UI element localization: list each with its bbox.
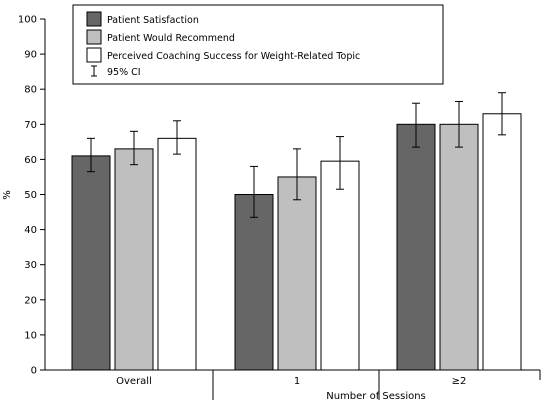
- y-tick-label: 80: [24, 85, 37, 96]
- y-tick-label: 70: [24, 120, 37, 131]
- x-tick-label-1: 1: [294, 376, 300, 387]
- legend-swatch-patient-would-recommend: [86, 29, 102, 45]
- bar-patient-satisfaction-ge2: [396, 123, 436, 371]
- legend-ci-icon: [91, 65, 97, 77]
- bar-patient-satisfaction-overall: [71, 155, 111, 371]
- bar-perceived-coaching-success-for-weight-related-topic-1: [320, 160, 360, 371]
- legend-label-patient-satisfaction: Patient Satisfaction: [107, 15, 199, 26]
- y-tick-label: 0: [31, 366, 37, 377]
- legend: Patient Satisfaction Patient Would Recom…: [72, 4, 444, 85]
- ci-patient-would-recommend-1: [293, 148, 301, 201]
- y-tick-label: 60: [24, 155, 37, 166]
- bar-patient-would-recommend-1: [277, 176, 317, 371]
- ci-patient-satisfaction-overall: [87, 137, 95, 173]
- y-tick-label: 20: [24, 295, 37, 306]
- legend-label-ci: 95% CI: [107, 67, 141, 78]
- legend-swatch-perceived-coaching-success: [86, 47, 102, 63]
- legend-box: [72, 4, 444, 85]
- legend-label-patient-would-recommend: Patient Would Recommend: [107, 33, 235, 44]
- x-axis-label: Number of Sessions: [326, 391, 426, 402]
- ci-perceived-coaching-success-for-weight-related-topic-overall: [173, 120, 181, 155]
- ci-perceived-coaching-success-for-weight-related-topic-ge2: [498, 92, 506, 136]
- x-tick-label-ge2: ≥2: [452, 376, 467, 387]
- bar-perceived-coaching-success-for-weight-related-topic-ge2: [482, 113, 522, 371]
- ci-patient-satisfaction-1: [250, 165, 258, 218]
- bars: [71, 113, 522, 371]
- bar-patient-satisfaction-1: [234, 194, 274, 371]
- y-axis-label: %: [2, 190, 13, 200]
- y-tick-label: 90: [24, 50, 37, 61]
- y-tick-label: 10: [24, 330, 37, 341]
- ci-patient-would-recommend-overall: [130, 130, 138, 166]
- y-tick-label: 40: [24, 225, 37, 236]
- y-tick-label: 50: [24, 190, 37, 201]
- x-tick-label-overall: Overall: [116, 376, 152, 387]
- y-tick-label: 100: [18, 15, 37, 26]
- bar-patient-would-recommend-ge2: [439, 123, 479, 371]
- error-bars: [87, 92, 506, 218]
- legend-swatch-patient-satisfaction: [86, 11, 102, 27]
- ci-patient-would-recommend-ge2: [455, 100, 463, 148]
- bar-patient-would-recommend-overall: [114, 148, 154, 371]
- ci-patient-satisfaction-ge2: [412, 102, 420, 148]
- legend-label-perceived-coaching-success: Perceived Coaching Success for Weight-Re…: [107, 51, 360, 62]
- y-tick-label: 30: [24, 260, 37, 271]
- bar-perceived-coaching-success-for-weight-related-topic-overall: [157, 137, 197, 371]
- ci-perceived-coaching-success-for-weight-related-topic-1: [336, 136, 344, 190]
